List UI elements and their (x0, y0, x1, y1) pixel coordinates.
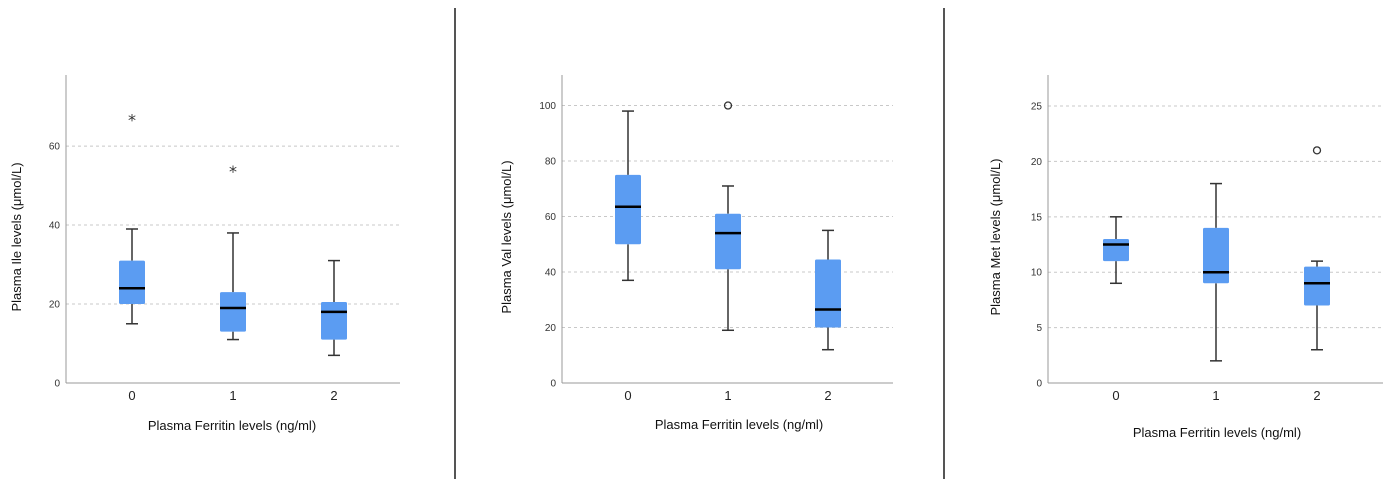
boxplot-panel-3: 0 5 10 15 20 25 0 1 2 Plasma Ferritin levels (ng/… (988, 75, 1383, 440)
x-tick-label: 0 (128, 388, 135, 403)
y-tick-label: 0 (550, 379, 556, 390)
x-axis-title: Plasma Ferritin levels (ng/ml) (148, 418, 316, 433)
iqr-box (1103, 238, 1129, 262)
y-tick-label: 5 (1036, 323, 1042, 334)
outlier-star: * (229, 162, 237, 181)
y-tick-label: 40 (49, 221, 61, 232)
box-2 (815, 229, 841, 351)
y-tick-label: 40 (545, 268, 557, 279)
y-axis-title: Plasma Ile levels (μmol/L) (9, 162, 24, 311)
y-tick-label: 100 (539, 101, 556, 112)
iqr-box (1304, 266, 1330, 306)
y-axis-title: Plasma Val levels (μmol/L) (499, 160, 514, 313)
outlier-circle (1312, 146, 1322, 155)
box-0 (1103, 216, 1129, 285)
x-tick-label: 2 (330, 388, 337, 403)
box-1: * (220, 162, 246, 341)
outlier-circle (723, 101, 733, 110)
box-2 (1304, 146, 1330, 351)
iqr-box (815, 259, 841, 328)
boxplot-panel-1: 0 20 40 60 * 0 * 1 2 Plasma Ferritin levels (ng/m… (9, 75, 400, 433)
iqr-box (615, 174, 641, 245)
box-0 (615, 110, 641, 282)
x-axis-title: Plasma Ferritin levels (ng/ml) (655, 417, 823, 432)
x-tick-label: 1 (1212, 388, 1219, 403)
outlier-star: * (128, 110, 136, 129)
y-tick-label: 60 (545, 212, 557, 223)
y-tick-label: 20 (49, 300, 61, 311)
y-tick-label: 15 (1031, 212, 1043, 223)
y-tick-label: 60 (49, 142, 61, 153)
iqr-box (1203, 227, 1229, 284)
box-1 (715, 101, 741, 332)
y-tick-label: 0 (54, 379, 60, 390)
iqr-box (321, 302, 347, 340)
y-tick-label: 25 (1031, 102, 1043, 113)
iqr-box (715, 213, 741, 270)
x-tick-label: 1 (229, 388, 236, 403)
iqr-box (119, 260, 145, 305)
x-axis-title: Plasma Ferritin levels (ng/ml) (1133, 425, 1301, 440)
x-tick-label: 2 (824, 388, 831, 403)
x-tick-label: 0 (624, 388, 631, 403)
iqr-box (220, 292, 246, 332)
box-1 (1203, 182, 1229, 362)
y-tick-label: 80 (545, 157, 557, 168)
box-2 (321, 259, 347, 357)
y-tick-label: 20 (1031, 157, 1043, 168)
x-tick-label: 2 (1313, 388, 1320, 403)
y-axis-title: Plasma Met levels (μmol/L) (988, 158, 1003, 315)
x-tick-label: 0 (1112, 388, 1119, 403)
box-0: * (119, 110, 145, 325)
y-tick-label: 20 (545, 323, 557, 334)
x-tick-label: 1 (724, 388, 731, 403)
y-tick-label: 0 (1036, 379, 1042, 390)
y-tick-label: 10 (1031, 268, 1043, 279)
